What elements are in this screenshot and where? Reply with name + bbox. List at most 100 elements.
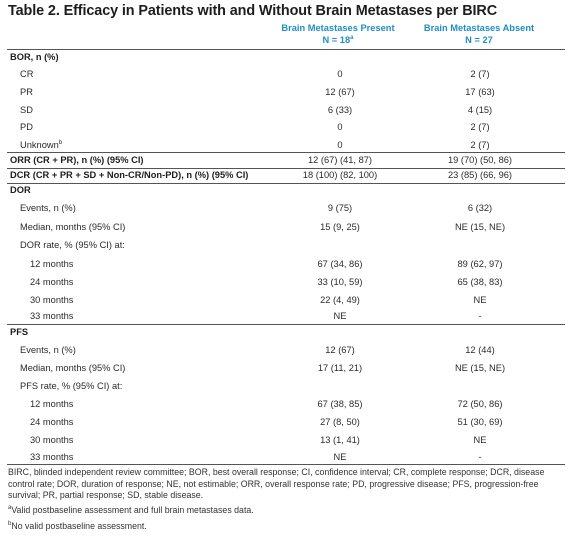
cell-present: 22 (4, 49) <box>320 295 360 305</box>
cell-present: 18 (100) (82, 100) <box>302 170 378 180</box>
row-label: Events, n (%) <box>20 345 76 355</box>
divider <box>7 152 565 153</box>
cell-present: 13 (1, 41) <box>320 435 360 445</box>
cell-absent: NE (15, NE) <box>454 222 506 232</box>
table-row: SD 6 (33) 4 (15) <box>0 104 572 117</box>
table-row: DCR (CR + PR + SD + Non-CR/Non-PD), n (%… <box>0 169 572 182</box>
row-label: DOR <box>10 185 31 195</box>
cell-present: 0 <box>337 122 343 132</box>
column-header-present-n: N = 18a <box>322 34 354 45</box>
row-label: 24 months <box>30 277 74 287</box>
cell-present: 15 (9, 25) <box>320 222 360 232</box>
row-label: PD <box>20 122 33 132</box>
cell-absent: 17 (63) <box>465 87 495 97</box>
table-row: PR 12 (67) 17 (63) <box>0 86 572 99</box>
cell-absent: 4 (15) <box>467 105 493 115</box>
table-row: 24 months 33 (10, 59) 65 (38, 83) <box>0 276 572 289</box>
footnote-b: bNo valid postbaseline assessment. <box>8 521 147 531</box>
cell-present: 17 (11, 21) <box>317 363 363 373</box>
row-label: SD <box>20 105 33 115</box>
row-label: Median, months (95% CI) <box>20 363 126 373</box>
row-label: 12 months <box>30 259 74 269</box>
table-row: DOR <box>0 184 572 197</box>
divider <box>7 183 565 184</box>
cell-present: 12 (67) (41, 87) <box>307 155 373 165</box>
cell-absent: 19 (70) (50, 86) <box>447 155 513 165</box>
table-row: 30 months 22 (4, 49) NE <box>0 294 572 307</box>
cell-absent: 2 (7) <box>470 69 490 79</box>
cell-present: NE <box>333 452 347 462</box>
cell-present: NE <box>333 311 347 321</box>
row-label: Events, n (%) <box>20 203 76 213</box>
table-row: PFS <box>0 326 572 339</box>
cell-absent: 6 (32) <box>467 203 493 213</box>
cell-absent: NE <box>473 295 487 305</box>
table-row: 33 months NE - <box>0 310 572 323</box>
table-row: Events, n (%) 12 (67) 12 (44) <box>0 344 572 357</box>
row-label: DCR (CR + PR + SD + Non-CR/Non-PD), n (%… <box>10 170 249 180</box>
column-header-absent-name: Brain Metastases Absent <box>423 23 535 33</box>
cell-present: 0 <box>337 140 343 150</box>
cell-absent: 2 (7) <box>470 122 490 132</box>
cell-present: 9 (75) <box>327 203 353 213</box>
table-row: 33 months NE - <box>0 451 572 464</box>
cell-present: 67 (34, 86) <box>317 259 363 269</box>
row-label: PR <box>20 87 33 97</box>
table-title: Table 2. Efficacy in Patients with and W… <box>8 3 497 19</box>
cell-absent: 89 (62, 97) <box>457 259 503 269</box>
cell-absent: NE (15, NE) <box>454 363 506 373</box>
table-row: 24 months 27 (8, 50) 51 (30, 69) <box>0 416 572 429</box>
cell-absent: 51 (30, 69) <box>457 417 503 427</box>
table-row: Median, months (95% CI) 15 (9, 25) NE (15,… <box>0 221 572 234</box>
divider <box>7 324 565 325</box>
cell-absent: NE <box>473 435 487 445</box>
row-label: 12 months <box>30 399 74 409</box>
cell-absent: 65 (38, 83) <box>457 277 503 287</box>
row-label: BOR, n (%) <box>10 52 59 62</box>
table-bottom-rule <box>7 464 565 465</box>
divider <box>7 168 565 169</box>
cell-absent: - <box>478 311 482 321</box>
row-label: Unknownb <box>20 139 63 150</box>
footnote-a: aValid postbaseline assessment and full … <box>8 505 254 515</box>
table-row: 12 months 67 (38, 85) 72 (50, 86) <box>0 398 572 411</box>
row-label: 33 months <box>30 452 74 462</box>
row-label: Median, months (95% CI) <box>20 222 126 232</box>
cell-absent: 12 (44) <box>465 345 495 355</box>
row-label: ORR (CR + PR), n (%) (95% CI) <box>10 155 144 165</box>
row-label: 33 months <box>30 311 74 321</box>
cell-absent: 72 (50, 86) <box>457 399 503 409</box>
column-header-absent-n: N = 27 <box>465 34 493 45</box>
column-header-present-name: Brain Metastases Present <box>281 23 395 33</box>
cell-present: 6 (33) <box>327 105 353 115</box>
cell-present: 0 <box>337 69 343 79</box>
table-row: PD 0 2 (7) <box>0 121 572 134</box>
cell-present: 12 (67) <box>325 87 355 97</box>
table-row: 12 months 67 (34, 86) 89 (62, 97) <box>0 258 572 271</box>
cell-absent: 23 (85) (66, 96) <box>447 170 513 180</box>
column-header-absent: Brain Metastases Absent N = 27 <box>404 23 554 46</box>
table-row: ORR (CR + PR), n (%) (95% CI) 12 (67) (41… <box>0 154 572 167</box>
row-label: 30 months <box>30 435 74 445</box>
table-row: Median, months (95% CI) 17 (11, 21) NE (15… <box>0 362 572 375</box>
row-label: PFS <box>10 327 29 337</box>
cell-present: 12 (67) <box>325 345 355 355</box>
table-row: Unknownb 0 2 (7) <box>0 139 572 152</box>
table-row: 30 months 13 (1, 41) NE <box>0 434 572 447</box>
table-row: DOR rate, % (95% CI) at: <box>0 239 572 252</box>
row-label: PFS rate, % (95% CI) at: <box>20 381 123 391</box>
column-header-present: Brain Metastases Present N = 18a <box>268 23 408 46</box>
cell-present: 67 (38, 85) <box>317 399 363 409</box>
cell-absent: - <box>478 452 482 462</box>
header-rule <box>7 49 565 50</box>
table-row: PFS rate, % (95% CI) at: <box>0 380 572 393</box>
cell-absent: 2 (7) <box>470 140 490 150</box>
table-row: Events, n (%) 9 (75) 6 (32) <box>0 202 572 215</box>
footnote-abbreviations: BIRC, blinded independent review committ… <box>8 467 545 501</box>
row-label: 24 months <box>30 417 74 427</box>
table-row: BOR, n (%) <box>0 51 572 64</box>
table-row: CR 0 2 (7) <box>0 68 572 81</box>
row-label: 30 months <box>30 295 74 305</box>
cell-present: 27 (8, 50) <box>320 417 360 427</box>
cell-present: 33 (10, 59) <box>317 277 363 287</box>
